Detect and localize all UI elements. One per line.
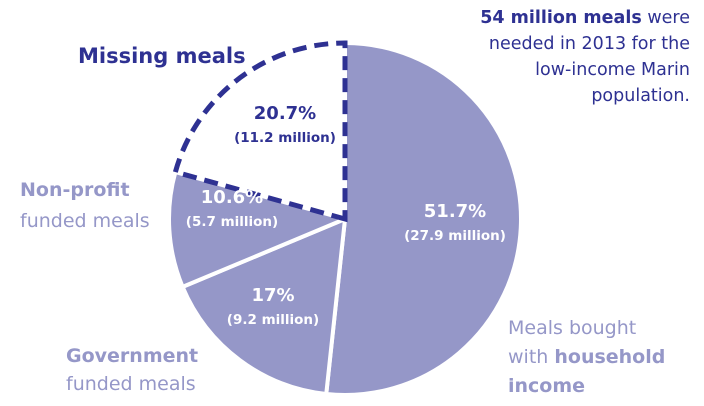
note-part: needed in 2013 for the xyxy=(489,34,690,54)
category-label: with household xyxy=(508,346,665,368)
category-label-part: Meals bought xyxy=(508,317,636,339)
category-label-part: funded meals xyxy=(20,210,150,232)
category-label-part: funded meals xyxy=(66,373,196,395)
category-label-part: income xyxy=(508,375,585,397)
value-label: 10.6% xyxy=(201,187,263,208)
value-label: 17% xyxy=(251,285,294,306)
category-label: income xyxy=(508,375,585,397)
amount-label: (9.2 million) xyxy=(227,312,319,328)
note: low-income Marin xyxy=(535,60,690,80)
amount-label: (5.7 million) xyxy=(186,214,278,230)
note-part: were xyxy=(642,8,690,28)
value-label: 20.7% xyxy=(254,103,316,124)
category-label: Non-profit xyxy=(20,179,130,201)
note: needed in 2013 for the xyxy=(489,34,690,54)
note-part: low-income Marin xyxy=(535,60,690,80)
amount-label: (27.9 million) xyxy=(404,228,506,244)
category-label-part: household xyxy=(554,346,665,368)
category-label: Government xyxy=(66,345,198,367)
pie-slice xyxy=(172,40,348,223)
note: population. xyxy=(591,86,690,106)
category-label-part: Non-profit xyxy=(20,179,130,201)
pie-slice xyxy=(324,41,523,397)
pie-slice xyxy=(180,217,347,396)
note-part: 54 million meals xyxy=(480,8,642,28)
category-label-part: with xyxy=(508,346,554,368)
category-label: funded meals xyxy=(20,210,150,232)
category-label-part: Missing meals xyxy=(78,44,246,68)
value-label: 51.7% xyxy=(424,201,486,222)
note-part: population. xyxy=(591,86,690,106)
amount-label: (11.2 million) xyxy=(234,130,336,146)
category-label: Missing meals xyxy=(78,44,246,68)
category-label: funded meals xyxy=(66,373,196,395)
pie-slice xyxy=(167,170,347,289)
category-label: Meals bought xyxy=(508,317,636,339)
note: 54 million meals were xyxy=(480,8,690,28)
category-label-part: Government xyxy=(66,345,198,367)
